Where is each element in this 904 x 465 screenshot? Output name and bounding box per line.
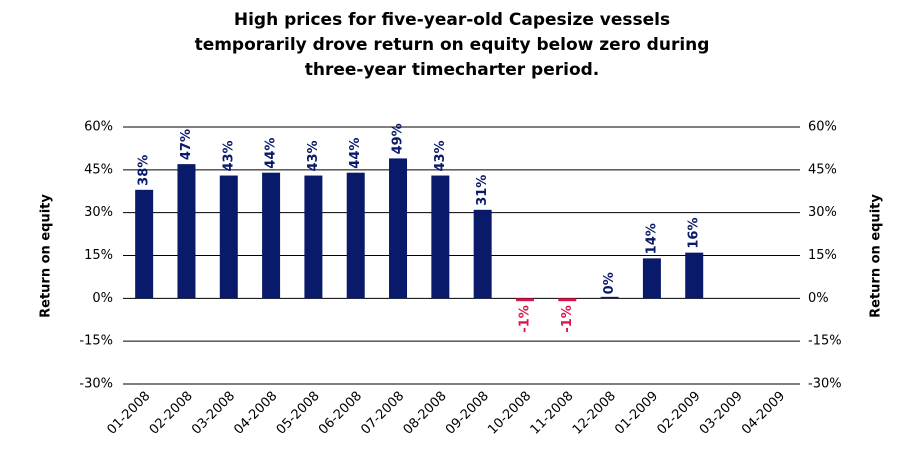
y2-tick-label: 60% — [808, 120, 837, 135]
y-tick-label: 60% — [84, 120, 113, 135]
x-tick-label: 01-2009 — [612, 389, 661, 438]
data-label: 16% — [687, 218, 702, 249]
x-tick-label: 04-2008 — [231, 389, 280, 438]
data-label: 47% — [179, 129, 194, 160]
bar — [389, 158, 408, 299]
x-tick-label: 07-2008 — [358, 389, 407, 438]
data-label: 44% — [264, 138, 279, 169]
chart-title: three-year timecharter period. — [305, 60, 600, 80]
data-label: 14% — [644, 223, 659, 254]
data-label: -1% — [517, 305, 532, 332]
bar — [219, 175, 238, 299]
y2-tick-label: -30% — [808, 377, 842, 392]
y-tick-label: 30% — [84, 205, 113, 220]
bar — [304, 175, 323, 299]
y-tick-label: 15% — [84, 248, 113, 263]
x-tick-label: 11-2008 — [528, 389, 577, 438]
x-tick-label: 08-2008 — [401, 389, 450, 438]
y2-tick-label: -15% — [808, 334, 842, 349]
bar — [346, 172, 365, 299]
x-tick-label: 01-2008 — [104, 389, 153, 438]
bar — [515, 298, 534, 302]
bar — [558, 298, 577, 302]
x-tick-label: 03-2009 — [697, 389, 746, 438]
y-tick-label: 0% — [92, 291, 113, 306]
bar — [177, 164, 196, 299]
y2-tick-label: 15% — [808, 248, 837, 263]
bar — [642, 258, 661, 299]
y-tick-label: 45% — [84, 162, 113, 177]
y-axis-title: Return on equity — [39, 194, 54, 318]
bar — [135, 189, 154, 299]
data-label: 49% — [391, 123, 406, 154]
x-tick-label: 12-2008 — [570, 389, 619, 438]
y-tick-label: -30% — [79, 377, 113, 392]
y2-tick-label: 45% — [808, 162, 837, 177]
bar — [431, 175, 450, 299]
bar — [685, 252, 704, 299]
chart-title: temporarily drove return on equity below… — [195, 35, 710, 55]
x-tick-label: 09-2008 — [443, 389, 492, 438]
data-label: 0% — [602, 272, 617, 294]
data-label: -1% — [560, 305, 575, 332]
chart-title: High prices for five-year-old Capesize v… — [234, 10, 670, 30]
data-label: 43% — [306, 140, 321, 171]
data-label: 43% — [221, 140, 236, 171]
x-tick-label: 10-2008 — [485, 389, 534, 438]
bar — [600, 296, 619, 299]
data-label: 31% — [475, 175, 490, 206]
bar — [473, 209, 492, 299]
data-label: 43% — [433, 140, 448, 171]
x-tick-label: 02-2009 — [654, 389, 703, 438]
x-tick-label: 05-2008 — [274, 389, 323, 438]
data-label: 44% — [348, 138, 363, 169]
y2-axis-title: Return on equity — [869, 194, 884, 318]
y2-tick-label: 30% — [808, 205, 837, 220]
x-tick-label: 06-2008 — [316, 389, 365, 438]
y2-tick-label: 0% — [808, 291, 829, 306]
x-tick-label: 04-2009 — [739, 389, 788, 438]
y-tick-label: -15% — [79, 334, 113, 349]
bar — [262, 172, 281, 299]
x-tick-label: 02-2008 — [147, 389, 196, 438]
data-label: 38% — [137, 155, 152, 186]
x-tick-label: 03-2008 — [189, 389, 238, 438]
